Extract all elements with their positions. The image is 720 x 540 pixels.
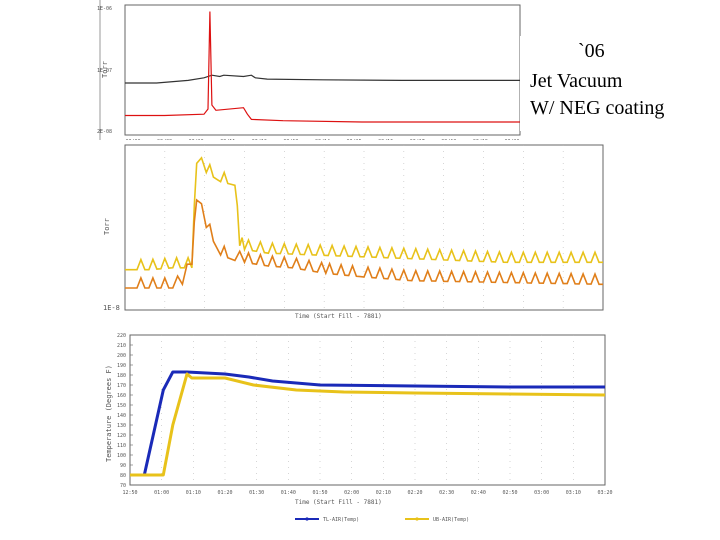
bottom-xtick-label: 01:30 [249, 490, 264, 496]
bottom-ytick-label: 90 [120, 463, 126, 469]
bottom-ytick-label: 80 [120, 473, 126, 479]
bottom-chart-ylabel: Temperature (Degrees F) [105, 365, 113, 462]
bottom-legend-marker [415, 517, 419, 521]
slide-title-line3: W/ NEG coating [530, 97, 665, 119]
bottom-ytick-label: 190 [117, 363, 126, 369]
slide-title-line2: Jet Vacuum [530, 70, 623, 92]
bottom-chart-grid [161, 335, 574, 485]
bottom-ytick-label: 100 [117, 453, 126, 459]
bottom-xtick-label: 03:00 [534, 490, 549, 496]
top-ytick-label: 1E-06 [97, 6, 112, 12]
top-chart-ytick-labels: 1E-06 1E-07 2E-08 [97, 6, 112, 135]
bottom-xtick-label: 01:20 [217, 490, 232, 496]
bottom-ytick-label: 220 [117, 333, 126, 339]
middle-series-line-2 [125, 198, 603, 289]
bottom-ytick-label: 140 [117, 413, 126, 419]
bottom-chart-series [130, 370, 606, 477]
middle-chart: Torr 1E-8 Time (Start Fill - 7881) [95, 140, 610, 320]
bottom-legend-marker [305, 517, 309, 521]
bottom-xtick-label: 02:40 [471, 490, 486, 496]
top-ytick-label: 1E-07 [97, 68, 112, 74]
bottom-chart: Temperature (Degrees F) Time (Start Fill… [95, 322, 620, 532]
top-chart-series [125, 11, 520, 123]
bottom-chart-ytick-labels: 220 210 200 190 180 170 160 150 140 130 120 110 100 9… [117, 333, 133, 489]
middle-series-line-1 [125, 156, 603, 271]
top-series-line-2 [125, 11, 520, 123]
bottom-xtick-label: 03:20 [597, 490, 612, 496]
top-series-line-1 [125, 74, 520, 84]
bottom-xtick-label: 02:00 [344, 490, 359, 496]
bottom-chart-xtick-labels: 12:50 01:00 01:10 01:20 01:30 01:40 01:50 02:00… [122, 490, 612, 496]
bottom-ytick-label: 70 [120, 483, 126, 489]
bottom-ytick-label: 200 [117, 353, 126, 359]
bottom-series-line-2 [130, 372, 606, 477]
bottom-ytick-label: 110 [117, 443, 126, 449]
bottom-ytick-label: 120 [117, 433, 126, 439]
bottom-xtick-label: 01:40 [281, 490, 296, 496]
top-ytick-label: 2E-08 [97, 129, 112, 135]
slide-title-line1: `06 [578, 40, 605, 62]
bottom-xtick-label: 02:20 [407, 490, 422, 496]
bottom-chart-legend: TL-AIR(Temp) UB-AIR(Temp) [295, 517, 469, 523]
bottom-ytick-label: 150 [117, 403, 126, 409]
bottom-series-line-1 [130, 370, 605, 477]
bottom-xtick-label: 01:00 [154, 490, 169, 496]
bottom-xtick-label: 03:10 [566, 490, 581, 496]
bottom-xtick-label: 02:10 [376, 490, 391, 496]
bottom-xtick-label: 12:50 [122, 490, 137, 496]
middle-chart-series [125, 156, 603, 289]
bottom-legend-label: TL-AIR(Temp) [323, 517, 359, 523]
bottom-xtick-label: 02:30 [439, 490, 454, 496]
bottom-ytick-label: 180 [117, 373, 126, 379]
middle-chart-ytick: 1E-8 [103, 304, 120, 312]
top-chart-ylabel: Torr [101, 61, 109, 78]
bottom-xtick-label: 01:10 [186, 490, 201, 496]
bottom-ytick-label: 170 [117, 383, 126, 389]
middle-chart-xlabel: Time (Start Fill - 7881) [295, 313, 382, 320]
bottom-ytick-label: 160 [117, 393, 126, 399]
bottom-ytick-label: 210 [117, 343, 126, 349]
bottom-xtick-label: 01:50 [312, 490, 327, 496]
bottom-xtick-label: 02:50 [502, 490, 517, 496]
bottom-chart-xlabel: Time (Start Fill - 7881) [295, 499, 382, 506]
slide-title: `06 Jet Vacuum W/ NEG coating [520, 36, 720, 131]
bottom-legend-label: UB-AIR(Temp) [433, 517, 469, 523]
middle-chart-ylabel: Torr [103, 218, 111, 235]
bottom-ytick-label: 130 [117, 423, 126, 429]
